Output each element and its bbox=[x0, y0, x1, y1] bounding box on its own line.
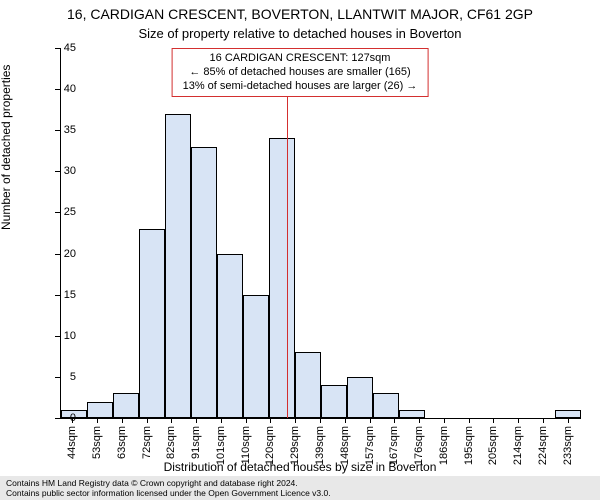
footer-line-1: Contains HM Land Registry data © Crown c… bbox=[6, 478, 594, 488]
histogram-bar bbox=[191, 147, 217, 418]
x-tick-mark bbox=[419, 418, 420, 423]
x-tick-mark bbox=[320, 418, 321, 423]
y-tick-label: 40 bbox=[46, 83, 76, 95]
x-tick-mark bbox=[568, 418, 569, 423]
x-tick-mark bbox=[171, 418, 172, 423]
x-tick-mark bbox=[345, 418, 346, 423]
histogram-bar bbox=[295, 352, 321, 418]
chart-container: 16, CARDIGAN CRESCENT, BOVERTON, LLANTWI… bbox=[0, 0, 600, 500]
x-tick-label: 63sqm bbox=[116, 426, 128, 459]
x-tick-mark bbox=[221, 418, 222, 423]
histogram-bar bbox=[243, 295, 269, 418]
callout-box: 16 CARDIGAN CRESCENT: 127sqm ← 85% of de… bbox=[172, 48, 429, 97]
histogram-bar bbox=[321, 385, 347, 418]
x-tick-mark bbox=[97, 418, 98, 423]
x-tick-label: 53sqm bbox=[91, 426, 103, 459]
histogram-bar bbox=[217, 254, 243, 418]
x-tick-mark bbox=[122, 418, 123, 423]
histogram-bar bbox=[555, 410, 581, 418]
x-tick-mark bbox=[147, 418, 148, 423]
x-tick-mark bbox=[444, 418, 445, 423]
x-tick-mark bbox=[469, 418, 470, 423]
histogram-bar bbox=[87, 402, 113, 418]
x-tick-label: 91sqm bbox=[190, 426, 202, 459]
y-tick-label: 5 bbox=[46, 371, 76, 383]
x-tick-label: 82sqm bbox=[165, 426, 177, 459]
y-tick-label: 25 bbox=[46, 206, 76, 218]
y-tick-mark bbox=[55, 48, 60, 49]
histogram-bar bbox=[139, 229, 165, 418]
y-tick-mark bbox=[55, 171, 60, 172]
y-tick-label: 30 bbox=[46, 165, 76, 177]
y-tick-mark bbox=[55, 130, 60, 131]
x-tick-label: 110sqm bbox=[240, 426, 252, 464]
y-tick-mark bbox=[55, 254, 60, 255]
x-tick-mark bbox=[518, 418, 519, 423]
x-axis-label: Distribution of detached houses by size … bbox=[0, 460, 600, 474]
y-tick-label: 35 bbox=[46, 124, 76, 136]
y-tick-mark bbox=[55, 377, 60, 378]
histogram-bar bbox=[113, 393, 139, 418]
histogram-bar bbox=[373, 393, 399, 418]
marker-line bbox=[287, 48, 288, 418]
y-tick-mark bbox=[55, 418, 60, 419]
footer: Contains HM Land Registry data © Crown c… bbox=[0, 476, 600, 500]
callout-line-2: ← 85% of detached houses are smaller (16… bbox=[183, 66, 418, 80]
x-tick-mark bbox=[370, 418, 371, 423]
x-tick-mark bbox=[295, 418, 296, 423]
histogram-bar bbox=[347, 377, 373, 418]
chart-subtitle: Size of property relative to detached ho… bbox=[0, 26, 600, 41]
plot-area bbox=[60, 48, 581, 419]
x-tick-label: 44sqm bbox=[66, 426, 78, 459]
x-tick-mark bbox=[196, 418, 197, 423]
y-axis-label: Number of detached properties bbox=[0, 65, 13, 230]
callout-line-1: 16 CARDIGAN CRESCENT: 127sqm bbox=[183, 52, 418, 66]
y-tick-mark bbox=[55, 336, 60, 337]
callout-line-3: 13% of semi-detached houses are larger (… bbox=[183, 80, 418, 94]
x-tick-mark bbox=[493, 418, 494, 423]
y-tick-label: 45 bbox=[46, 42, 76, 54]
y-tick-mark bbox=[55, 89, 60, 90]
bars-group bbox=[61, 48, 581, 418]
histogram-bar bbox=[165, 114, 191, 418]
y-tick-mark bbox=[55, 212, 60, 213]
x-tick-mark bbox=[543, 418, 544, 423]
histogram-bar bbox=[269, 138, 295, 418]
x-tick-mark bbox=[394, 418, 395, 423]
y-tick-label: 10 bbox=[46, 330, 76, 342]
x-tick-mark bbox=[270, 418, 271, 423]
x-tick-label: 72sqm bbox=[141, 426, 153, 459]
footer-line-2: Contains public sector information licen… bbox=[6, 488, 594, 498]
x-tick-mark bbox=[72, 418, 73, 423]
histogram-bar bbox=[399, 410, 425, 418]
x-tick-mark bbox=[246, 418, 247, 423]
y-tick-label: 20 bbox=[46, 248, 76, 260]
y-tick-label: 15 bbox=[46, 289, 76, 301]
y-tick-mark bbox=[55, 295, 60, 296]
address-title: 16, CARDIGAN CRESCENT, BOVERTON, LLANTWI… bbox=[0, 6, 600, 22]
